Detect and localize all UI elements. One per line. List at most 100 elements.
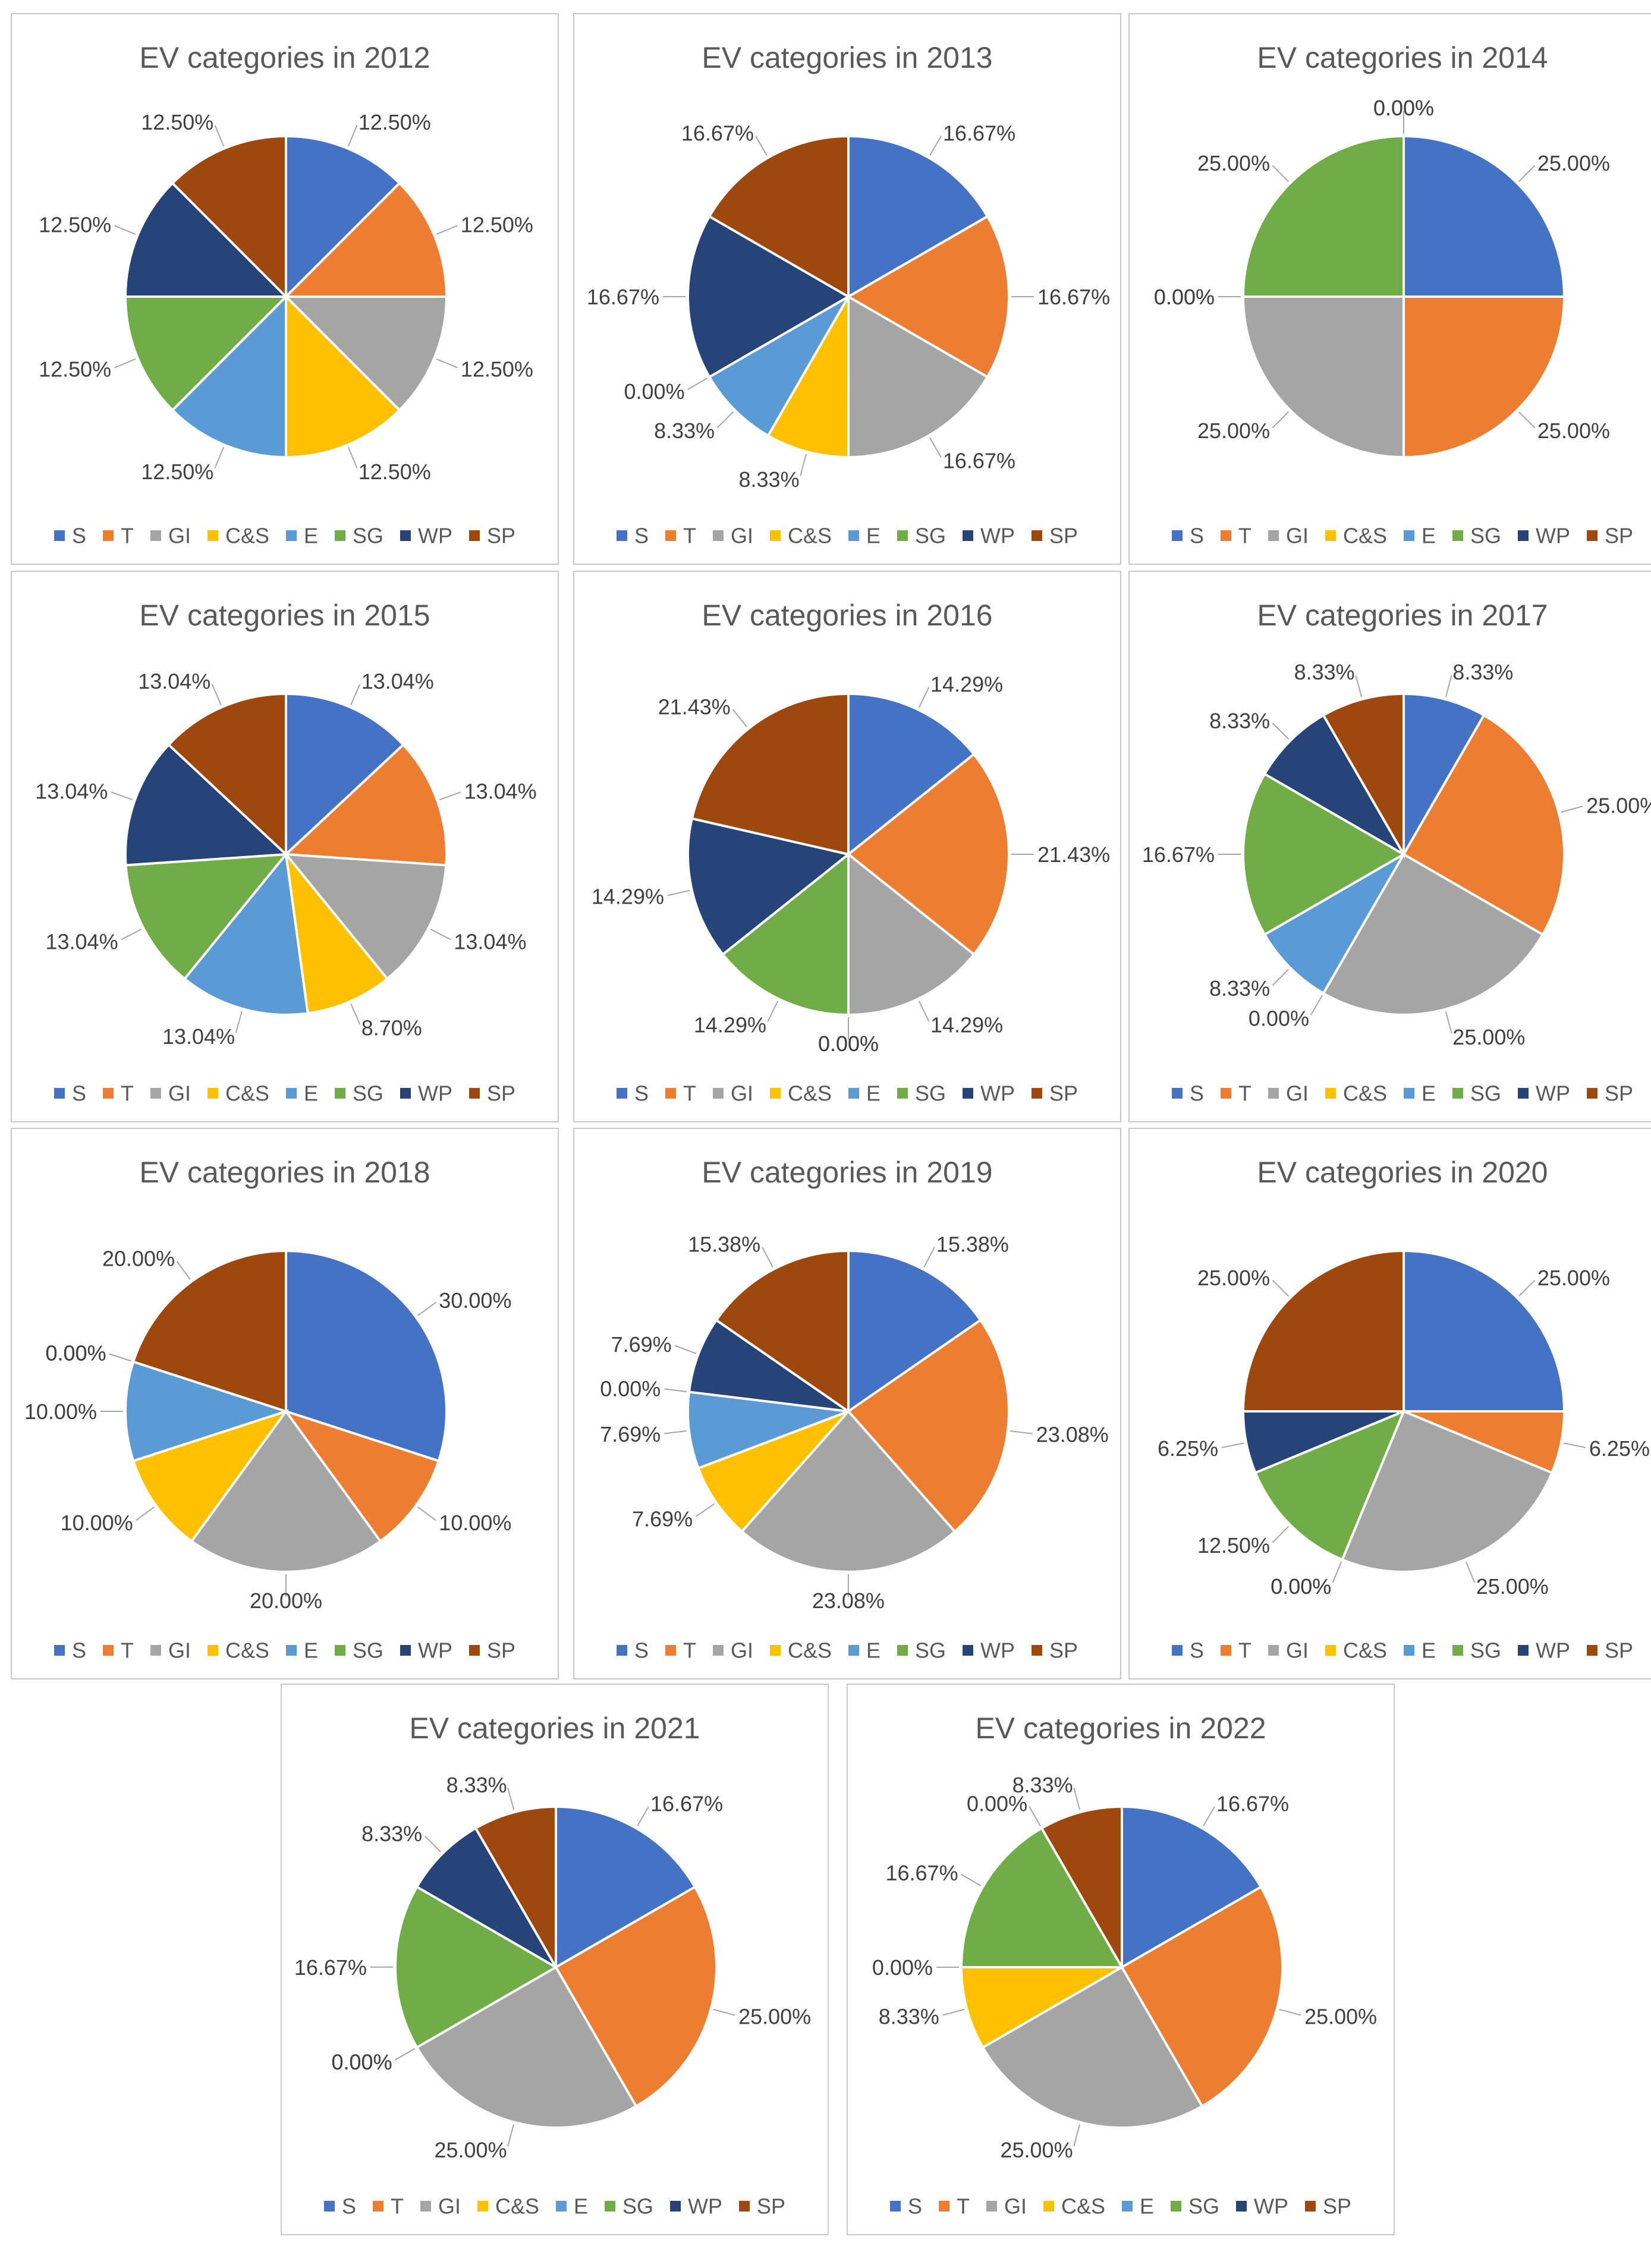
legend-swatch — [150, 530, 161, 541]
pie-chart-panel: EV categories in 2016 14.29% 21.43% 14.29% 0… — [573, 571, 1121, 1122]
leader-line — [1272, 1279, 1290, 1297]
pie-slice-s — [555, 1805, 697, 1970]
legend-item: C&S — [1325, 522, 1387, 548]
legend-swatch — [1587, 1088, 1598, 1099]
leader-line — [1561, 806, 1583, 813]
legend-label: S — [1189, 523, 1204, 548]
legend-label: T — [956, 2194, 970, 2218]
legend-label: WP — [688, 2194, 723, 2218]
legend-label: C&S — [1342, 1638, 1387, 1662]
legend-item: SP — [1032, 1637, 1078, 1663]
legend-item: SG — [1452, 1080, 1501, 1106]
legend-swatch — [769, 530, 781, 541]
data-label: 12.50% — [141, 110, 213, 134]
data-label: 0.00% — [624, 379, 685, 404]
pie-slice-gi — [981, 1965, 1204, 2129]
legend-label: SG — [1470, 1638, 1502, 1662]
data-label: 23.08% — [812, 1588, 885, 1613]
pie-slice-sp — [690, 692, 850, 856]
leader-line — [1272, 411, 1290, 429]
leader-line — [667, 889, 690, 896]
chart-title: EV categories in 2022 — [975, 1712, 1266, 1745]
legend-label: SP — [1049, 1081, 1078, 1105]
legend-swatch — [1171, 2201, 1182, 2212]
legend-swatch — [286, 1088, 297, 1099]
pie-slice-sg — [1253, 1409, 1406, 1562]
legend-item: GI — [150, 1080, 191, 1106]
data-label: 12.50% — [1197, 1533, 1270, 1558]
pie-slice-sp — [1040, 1805, 1123, 1972]
pie-slice-t — [282, 1409, 441, 1543]
data-label: 0.00% — [1271, 1574, 1331, 1599]
leader-line — [176, 1261, 191, 1280]
pie-slice-cs — [766, 292, 850, 459]
chart-title: EV categories in 2020 — [1257, 1156, 1548, 1189]
legend-swatch — [1220, 1645, 1231, 1656]
legend-label: T — [120, 1081, 134, 1105]
legend-label: WP — [418, 1081, 453, 1105]
leader-line — [767, 1001, 779, 1022]
legend-label: C&S — [787, 523, 832, 548]
legend-swatch — [469, 1088, 480, 1099]
legend-label: GI — [730, 1638, 753, 1662]
leader-line — [918, 1001, 930, 1022]
data-label: 25.00% — [434, 2138, 507, 2162]
leader-line — [1279, 2009, 1301, 2016]
legend-item: GI — [420, 2192, 461, 2219]
legend-swatch — [335, 530, 346, 541]
legend-label: SP — [1605, 1638, 1634, 1662]
pie-slice-e — [687, 1391, 849, 1470]
legend-swatch — [1236, 2201, 1247, 2212]
data-label: 15.38% — [936, 1232, 1009, 1256]
leader-line — [1272, 968, 1289, 986]
pie-slice-s — [1121, 1805, 1263, 1970]
legend-item: SG — [335, 522, 383, 548]
pie-slice-sp — [166, 692, 287, 857]
chart-title: EV categories in 2019 — [702, 1156, 993, 1189]
legend-item: C&S — [1043, 2192, 1105, 2219]
legend-swatch — [400, 530, 411, 541]
legend-label: SG — [915, 1081, 946, 1105]
data-label: 0.00% — [1154, 285, 1215, 309]
data-label: 6.25% — [1589, 1436, 1650, 1461]
leader-line — [214, 125, 225, 147]
leader-line — [1518, 411, 1536, 429]
legend-item: WP — [1518, 1637, 1570, 1663]
legend-swatch — [420, 2201, 431, 2212]
data-label: 12.50% — [141, 460, 213, 484]
leader-line — [755, 136, 768, 156]
chart-legend: S T GI C&S E SG WP SP — [1130, 1080, 1651, 1106]
legend-label: GI — [730, 523, 753, 548]
legend-item: GI — [150, 522, 191, 548]
legend-item: WP — [400, 1080, 452, 1106]
pie-chart-panel: EV categories in 2012 12.50% 12.50% 12.50% 1… — [11, 13, 559, 565]
legend-item: WP — [1518, 1080, 1570, 1106]
legend-swatch — [335, 1088, 346, 1099]
legend-item: SG — [1171, 2192, 1219, 2219]
legend-item: SG — [897, 1080, 946, 1106]
legend-swatch — [1452, 1645, 1464, 1656]
leader-line — [923, 1247, 935, 1267]
legend-item: GI — [1268, 1080, 1309, 1106]
legend-label: WP — [1536, 1638, 1571, 1662]
legend-item: T — [372, 2192, 404, 2219]
legend-item: E — [848, 1637, 880, 1663]
leader-line — [1010, 1430, 1033, 1435]
legend-item: E — [1404, 522, 1436, 548]
legend-label: GI — [1285, 523, 1309, 548]
legend-swatch — [848, 1088, 859, 1099]
legend-swatch — [102, 1645, 114, 1656]
pie-slice-s — [847, 134, 989, 299]
legend-label: GI — [1285, 1638, 1309, 1662]
legend-label: C&S — [1342, 1081, 1387, 1105]
legend-item: E — [1122, 2192, 1154, 2219]
data-label: 13.04% — [35, 779, 108, 804]
pie-slice-sp — [171, 134, 287, 300]
legend-item: C&S — [207, 1080, 269, 1106]
legend-item: E — [1404, 1080, 1436, 1106]
chart-title: EV categories in 2014 — [1257, 41, 1548, 74]
pie-slice-s — [1402, 134, 1566, 298]
legend-item: SG — [335, 1637, 383, 1663]
legend-swatch — [1122, 2201, 1133, 2212]
leader-line — [1272, 165, 1290, 183]
